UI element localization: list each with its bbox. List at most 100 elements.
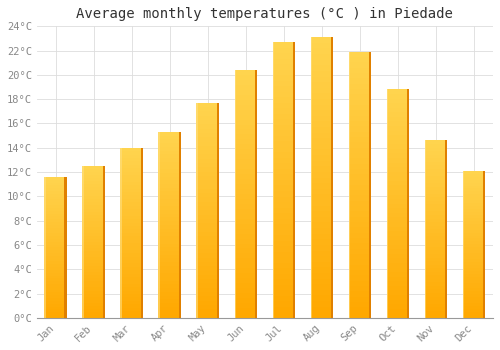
Bar: [462, 218, 485, 221]
Bar: [310, 223, 334, 228]
Bar: [272, 103, 295, 108]
Bar: [272, 180, 295, 186]
Bar: [158, 154, 182, 158]
Bar: [196, 202, 220, 206]
Bar: [310, 183, 334, 189]
Bar: [348, 180, 372, 185]
Bar: [44, 233, 67, 236]
Bar: [158, 180, 182, 184]
Bar: [272, 92, 295, 97]
Bar: [82, 309, 105, 312]
Bar: [272, 246, 295, 252]
Bar: [272, 235, 295, 241]
Bar: [462, 312, 485, 315]
Bar: [82, 178, 105, 181]
Bar: [158, 143, 182, 147]
Bar: [424, 272, 448, 275]
Bar: [196, 111, 220, 116]
Bar: [462, 294, 485, 297]
Bar: [234, 90, 258, 95]
Bar: [424, 279, 448, 282]
Bar: [424, 258, 448, 261]
Bar: [348, 291, 372, 296]
Bar: [196, 240, 220, 245]
Bar: [310, 234, 334, 239]
Bar: [196, 279, 220, 284]
Bar: [386, 254, 409, 259]
Bar: [272, 257, 295, 263]
Bar: [348, 52, 372, 57]
Bar: [82, 312, 105, 315]
Bar: [272, 86, 295, 92]
Bar: [424, 194, 448, 197]
Bar: [310, 43, 334, 48]
Bar: [234, 189, 258, 194]
Bar: [44, 267, 67, 270]
Bar: [82, 230, 105, 233]
Bar: [310, 228, 334, 234]
Bar: [234, 144, 258, 149]
Bar: [462, 244, 485, 247]
Bar: [158, 203, 182, 206]
Bar: [310, 239, 334, 245]
Bar: [386, 108, 409, 112]
Bar: [424, 173, 448, 176]
Bar: [272, 252, 295, 257]
Bar: [44, 261, 67, 264]
Bar: [196, 124, 220, 128]
Bar: [82, 303, 105, 306]
Bar: [196, 103, 198, 318]
Bar: [272, 75, 295, 81]
Bar: [462, 174, 485, 177]
Bar: [234, 110, 258, 115]
Bar: [386, 112, 409, 117]
Bar: [310, 60, 334, 65]
Bar: [462, 247, 485, 250]
Bar: [196, 253, 220, 258]
Bar: [310, 82, 334, 88]
Bar: [158, 232, 182, 236]
Bar: [196, 141, 220, 146]
Bar: [120, 148, 122, 318]
Bar: [234, 214, 258, 219]
Bar: [386, 226, 409, 231]
Bar: [348, 84, 372, 89]
Bar: [234, 194, 258, 199]
Bar: [82, 278, 105, 281]
Bar: [272, 224, 295, 230]
Bar: [406, 90, 410, 318]
Bar: [272, 219, 295, 224]
Bar: [158, 255, 182, 258]
Bar: [234, 154, 258, 159]
Bar: [234, 199, 258, 204]
Bar: [462, 241, 485, 244]
Bar: [82, 166, 84, 318]
Bar: [120, 151, 144, 155]
Bar: [386, 231, 409, 236]
Bar: [158, 169, 182, 173]
Bar: [120, 264, 144, 267]
Bar: [272, 97, 295, 103]
Bar: [272, 312, 295, 318]
Bar: [234, 159, 258, 164]
Bar: [348, 121, 372, 126]
Bar: [462, 171, 464, 318]
Bar: [348, 169, 372, 174]
Bar: [310, 138, 334, 144]
Bar: [82, 211, 105, 215]
Bar: [82, 184, 105, 187]
Bar: [272, 241, 295, 246]
Bar: [386, 131, 409, 135]
Bar: [120, 277, 144, 280]
Bar: [386, 144, 409, 149]
Bar: [216, 103, 220, 318]
Bar: [272, 285, 295, 290]
Bar: [196, 210, 220, 215]
Bar: [348, 142, 372, 148]
Bar: [196, 219, 220, 223]
Bar: [424, 307, 448, 311]
Bar: [348, 153, 372, 158]
Bar: [120, 260, 144, 264]
Bar: [158, 177, 182, 180]
Bar: [272, 196, 295, 202]
